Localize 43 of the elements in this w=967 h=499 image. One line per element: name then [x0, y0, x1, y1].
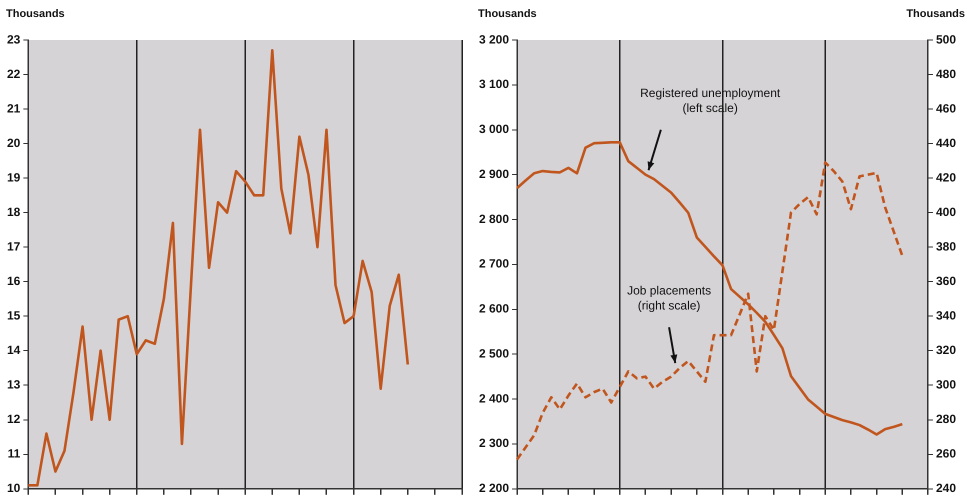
y-tick-label: 2 800: [479, 212, 510, 226]
y-tick-label: 23: [6, 32, 21, 46]
y-tick-label: 2 200: [479, 481, 510, 496]
y-tick-label: 15: [6, 308, 21, 322]
y2-axis-title: Thousands: [906, 8, 965, 20]
y-tick-label: 20: [6, 136, 21, 150]
y-tick-label: 2 400: [479, 391, 510, 406]
y-tick-label: 3 100: [479, 77, 510, 92]
y2-tick-label: 380: [936, 239, 956, 254]
annotation: Job placements (right scale): [627, 284, 712, 313]
y-tick-label: 10: [6, 481, 21, 496]
y2-tick-label: 360: [936, 274, 956, 288]
y-tick-label: 2 700: [479, 256, 510, 271]
y-axis-title: Thousands: [6, 8, 65, 20]
y-tick-label: 14: [6, 343, 21, 358]
y-tick-label: 22: [6, 66, 21, 81]
y2-tick-label: 420: [936, 170, 956, 184]
y-tick-label: 12: [6, 412, 21, 426]
y-tick-label: 3 000: [479, 122, 510, 136]
y-tick-label: 16: [6, 274, 21, 288]
y-tick-label: 17: [6, 239, 21, 254]
y-tick-label: 2 500: [479, 346, 510, 360]
y-tick-label: 3 200: [479, 32, 510, 46]
y-tick-label: 2 300: [479, 436, 510, 450]
y-tick-label: 2 600: [479, 302, 510, 316]
y2-tick-label: 500: [936, 32, 956, 46]
y-tick-label: 11: [8, 446, 21, 461]
y-axis-title: Thousands: [478, 8, 537, 20]
y2-tick-label: 340: [936, 308, 956, 322]
y-tick-label: 19: [6, 170, 21, 184]
y-tick-label: 2 900: [479, 166, 510, 181]
y2-tick-label: 300: [936, 378, 956, 392]
y2-tick-label: 240: [936, 481, 956, 496]
y2-tick-label: 440: [936, 136, 956, 150]
y2-tick-label: 280: [936, 412, 956, 426]
y2-tick-label: 260: [936, 446, 956, 461]
y-tick-label: 18: [6, 204, 21, 219]
y2-tick-label: 400: [936, 204, 956, 219]
y-tick-label: 21: [6, 101, 21, 116]
y2-tick-label: 320: [936, 343, 956, 358]
y2-tick-label: 460: [936, 101, 956, 116]
y-tick-label: 13: [6, 378, 21, 392]
y2-tick-label: 480: [936, 66, 956, 81]
